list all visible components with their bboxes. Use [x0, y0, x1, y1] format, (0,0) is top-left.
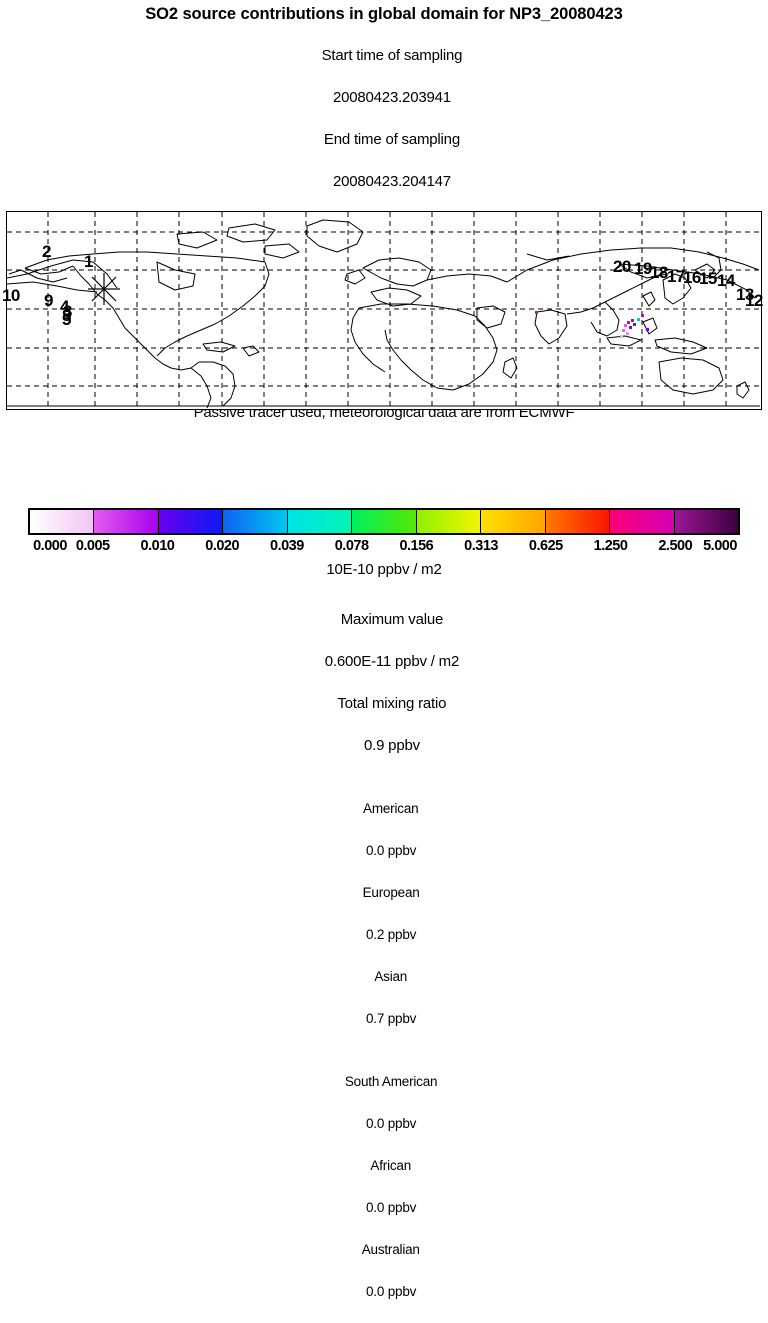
plume-cell — [622, 329, 625, 332]
region-value-european: 0.2 ppbv — [366, 927, 417, 942]
plume-cell — [641, 314, 644, 317]
region-label-european: European — [362, 885, 420, 900]
colorbar-tick-2: 0.010 — [140, 538, 175, 554]
plume-cell — [637, 318, 640, 321]
trajectory-label-9: 9 — [44, 291, 53, 310]
region-row-1: American 0.0 ppbv European 0.2 ppbv Asia… — [0, 777, 768, 1050]
trajectory-label-1: 1 — [84, 252, 93, 271]
trajectory-label-4: 4 — [60, 297, 69, 316]
colorbar-tick-0: 0.000 — [33, 538, 67, 554]
max-value-value: 0.600E-11 ppbv / m2 — [324, 653, 460, 670]
page-title: SO2 source contributions in global domai… — [145, 5, 623, 23]
colorbar-tick-9: 1.250 — [593, 538, 628, 554]
total-mixing-ratio-label: Total mixing ratio — [337, 695, 447, 712]
colorbar-tick-3: 0.020 — [205, 538, 240, 554]
start-time-label: Start time of sampling — [321, 47, 463, 64]
max-value-label: Maximum value — [340, 611, 444, 628]
trajectory-paths — [7, 253, 756, 299]
region-row-2: South American 0.0 ppbv African 0.0 ppbv… — [0, 1050, 768, 1323]
colorbar-segment-1 — [94, 510, 159, 533]
trajectory-label-14: 14 — [717, 271, 735, 290]
colorbar-segment-6 — [416, 510, 482, 533]
plume-cell — [620, 335, 623, 338]
plume-cell — [629, 326, 632, 329]
colorbar-tick-5: 0.078 — [334, 538, 369, 554]
global-map-panel: 1 2 10 9 4 3 8 5 20 19 18 17 16 15 14 13 12 — [2, 211, 763, 410]
trajectory-label-3: 3 — [63, 302, 72, 321]
plume-cell — [633, 323, 636, 326]
total-mixing-ratio-value: 0.9 ppbv — [363, 737, 420, 754]
colorbar-tick-10: 2.500 — [658, 538, 693, 554]
trajectory-label-16: 16 — [683, 268, 701, 287]
colorbar-segment-5 — [352, 510, 417, 533]
trajectory-label-18: 18 — [650, 263, 668, 282]
sampling-time-line: Start time of sampling 20080423.203941 E… — [0, 24, 768, 213]
colorbar-tick-4: 0.039 — [270, 538, 304, 554]
release-point-starburst — [88, 273, 120, 305]
plume-cell — [624, 324, 627, 327]
region-value-south-american: 0.0 ppbv — [366, 1116, 417, 1131]
trajectory-label-5: 5 — [62, 310, 71, 329]
end-time-value: 20080423.204147 — [332, 173, 451, 190]
plume-cell — [535, 311, 538, 314]
colorbar-segment-9 — [610, 510, 675, 533]
colorbar-segment-7 — [481, 510, 546, 533]
region-label-african: African — [370, 1158, 412, 1173]
colorbar-segment-4 — [287, 510, 353, 533]
region-label-australian: Australian — [361, 1242, 420, 1257]
trajectory-label-10: 10 — [2, 286, 20, 305]
colorbar-segment-2 — [158, 510, 224, 533]
colorbar-tick-11: 5.000 — [703, 538, 737, 554]
region-label-american: American — [363, 801, 419, 816]
colorbar-tick-8: 0.625 — [528, 538, 563, 554]
colorbar[interactable] — [28, 508, 740, 535]
trajectory-label-8: 8 — [62, 306, 71, 325]
plume-cell — [627, 321, 630, 324]
trajectory-label-13: 13 — [736, 285, 754, 304]
region-value-asian: 0.7 ppbv — [366, 1011, 417, 1026]
end-time-label: End time of sampling — [323, 131, 460, 148]
trajectory-label-12: 12 — [745, 291, 763, 310]
colorbar-segment-10 — [674, 510, 738, 533]
region-value-american: 0.0 ppbv — [366, 843, 417, 858]
statistics-block: Maximum value 0.600E-11 ppbv / m2 Total … — [0, 588, 768, 1323]
region-value-australian: 0.0 ppbv — [366, 1284, 417, 1299]
colorbar-segment-8 — [545, 510, 611, 533]
trajectory-label-15: 15 — [699, 269, 717, 288]
region-label-asian: Asian — [374, 969, 408, 984]
colorbar-segment-3 — [223, 510, 288, 533]
plume-cell — [646, 328, 649, 331]
map-gridlines — [7, 212, 760, 408]
plume-cell — [631, 319, 634, 322]
region-label-south-american: South American — [344, 1074, 438, 1089]
colorbar-tick-6: 0.156 — [399, 538, 434, 554]
coastlines — [7, 219, 760, 408]
trajectory-label-20: 20 — [613, 257, 631, 276]
colorbar-segment-0 — [30, 510, 95, 533]
world-map-graphic — [7, 212, 760, 408]
colorbar-tick-labels: 0.000 0.005 0.010 0.020 0.039 0.078 0.156 0.313… — [0, 537, 768, 557]
colorbar-units-label: 10E-10 ppbv / m2 — [326, 561, 442, 578]
map-frame — [6, 211, 762, 410]
max-and-total-line: Maximum value 0.600E-11 ppbv / m2 Total … — [0, 588, 768, 777]
region-value-african: 0.0 ppbv — [366, 1200, 417, 1215]
colorbar-tick-7: 0.313 — [464, 538, 498, 554]
colorbar-tick-1: 0.005 — [75, 538, 110, 554]
trajectory-label-19: 19 — [634, 259, 652, 278]
trajectory-label-2: 2 — [42, 242, 51, 261]
trajectory-label-17: 17 — [667, 267, 685, 286]
start-time-value: 20080423.203941 — [332, 89, 451, 106]
plume-cell — [626, 332, 629, 335]
